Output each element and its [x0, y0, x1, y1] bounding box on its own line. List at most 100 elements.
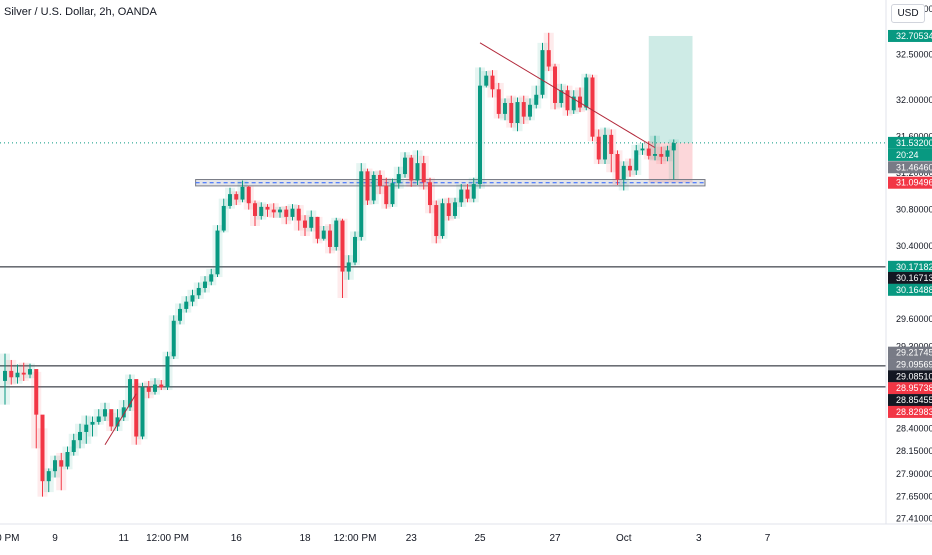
time-axis-bg: [0, 524, 932, 550]
candle-body: [440, 203, 445, 237]
x-tick-label: 23: [406, 533, 418, 544]
candle-body: [15, 372, 20, 378]
candle-body: [446, 203, 451, 216]
candle-body: [196, 287, 201, 296]
candle-body: [271, 209, 276, 213]
price-label: 30.16488: [896, 285, 932, 295]
candle-body: [184, 301, 189, 309]
candle-body: [240, 186, 245, 200]
candle-body: [465, 189, 470, 199]
x-tick-label: 7: [765, 533, 771, 544]
candle-body: [553, 66, 557, 103]
candle-body: [53, 460, 57, 472]
candle-body: [84, 424, 89, 432]
price-label: 31.53200: [896, 138, 932, 148]
price-label: 30.16713: [896, 273, 932, 283]
candle-body: [528, 104, 532, 117]
candle-body: [346, 262, 351, 272]
price-label-bg: [888, 370, 932, 383]
candle-body: [365, 171, 370, 201]
candle-body: [303, 220, 307, 228]
candle-body: [428, 182, 432, 206]
candle-body: [378, 174, 382, 186]
candle-body: [353, 236, 357, 263]
price-label: 29.09569: [896, 360, 932, 370]
price-label: 20:24: [896, 150, 919, 160]
candle-body: [228, 194, 232, 206]
candle-body: [453, 202, 457, 216]
position-target-zone: [648, 35, 693, 143]
candle-body: [234, 194, 239, 200]
candle-body: [653, 154, 657, 156]
candle-body: [359, 171, 364, 237]
y-tick-label: 27.65000: [896, 492, 932, 502]
candle-body: [496, 89, 501, 114]
candle-body: [134, 379, 139, 437]
candle-body: [146, 387, 151, 392]
candle-body: [534, 94, 539, 105]
price-label-bg: [888, 405, 932, 418]
candle-body: [503, 102, 507, 114]
candle-body: [471, 184, 476, 199]
x-tick-label: 12:00 PM: [146, 533, 189, 544]
x-tick-label: 27: [549, 533, 561, 544]
candle-body: [340, 220, 345, 272]
candle-body: [209, 274, 214, 282]
y-tick-label: 30.40000: [896, 241, 932, 251]
candle-body: [384, 185, 389, 205]
candle-body: [3, 370, 7, 381]
candle-body: [665, 150, 670, 157]
candle-body: [253, 203, 257, 216]
candle-body: [90, 421, 95, 425]
position-stop-zone: [648, 142, 693, 183]
y-tick-label: 32.50000: [896, 50, 932, 60]
candle-body: [40, 414, 45, 482]
y-tick-label: 28.40000: [896, 423, 932, 433]
candle-body: [71, 440, 76, 453]
candle-body: [415, 163, 420, 181]
candle-body: [390, 183, 395, 205]
candle-body: [259, 206, 264, 216]
price-label-bg: [888, 176, 932, 189]
candle-body: [409, 157, 414, 181]
candle-body: [671, 143, 676, 151]
candle-body: [21, 372, 26, 375]
candle-body: [190, 295, 195, 302]
y-tick-label: 27.41000: [896, 514, 932, 524]
candle-body: [490, 75, 495, 90]
candle-body: [203, 281, 207, 288]
candle-body: [659, 154, 664, 157]
price-label-bg: [888, 29, 932, 42]
candle-body: [334, 220, 339, 247]
currency-selector[interactable]: USD: [891, 4, 925, 23]
candle-body: [571, 96, 576, 111]
candle-body: [434, 205, 439, 237]
price-label-bg: [888, 382, 932, 395]
candle-body: [603, 134, 607, 160]
candle-body: [396, 174, 401, 184]
price-label: 28.82983: [896, 407, 932, 417]
trendline: [104, 393, 137, 445]
y-tick-label: 27.90000: [896, 469, 932, 479]
candle-body: [178, 308, 182, 321]
x-tick-label: 25: [474, 533, 486, 544]
candle-body: [371, 174, 376, 201]
candle-body: [221, 205, 226, 231]
x-tick-label: 18: [299, 533, 311, 544]
candle-body: [309, 216, 314, 228]
candle-body: [78, 431, 82, 441]
price-label-bg: [888, 260, 932, 273]
candle-body: [96, 416, 101, 422]
x-tick-label: 11: [119, 533, 130, 544]
candle-body: [565, 90, 570, 111]
y-tick-label: 31.60000: [896, 132, 932, 142]
candle-body: [621, 165, 626, 180]
candle-body: [484, 75, 489, 86]
price-label: 30.17182: [896, 262, 932, 272]
y-tick-label: 32.00000: [896, 95, 932, 105]
candle-body: [403, 157, 407, 175]
price-label: 28.95738: [896, 383, 932, 393]
candle-body: [215, 230, 220, 275]
